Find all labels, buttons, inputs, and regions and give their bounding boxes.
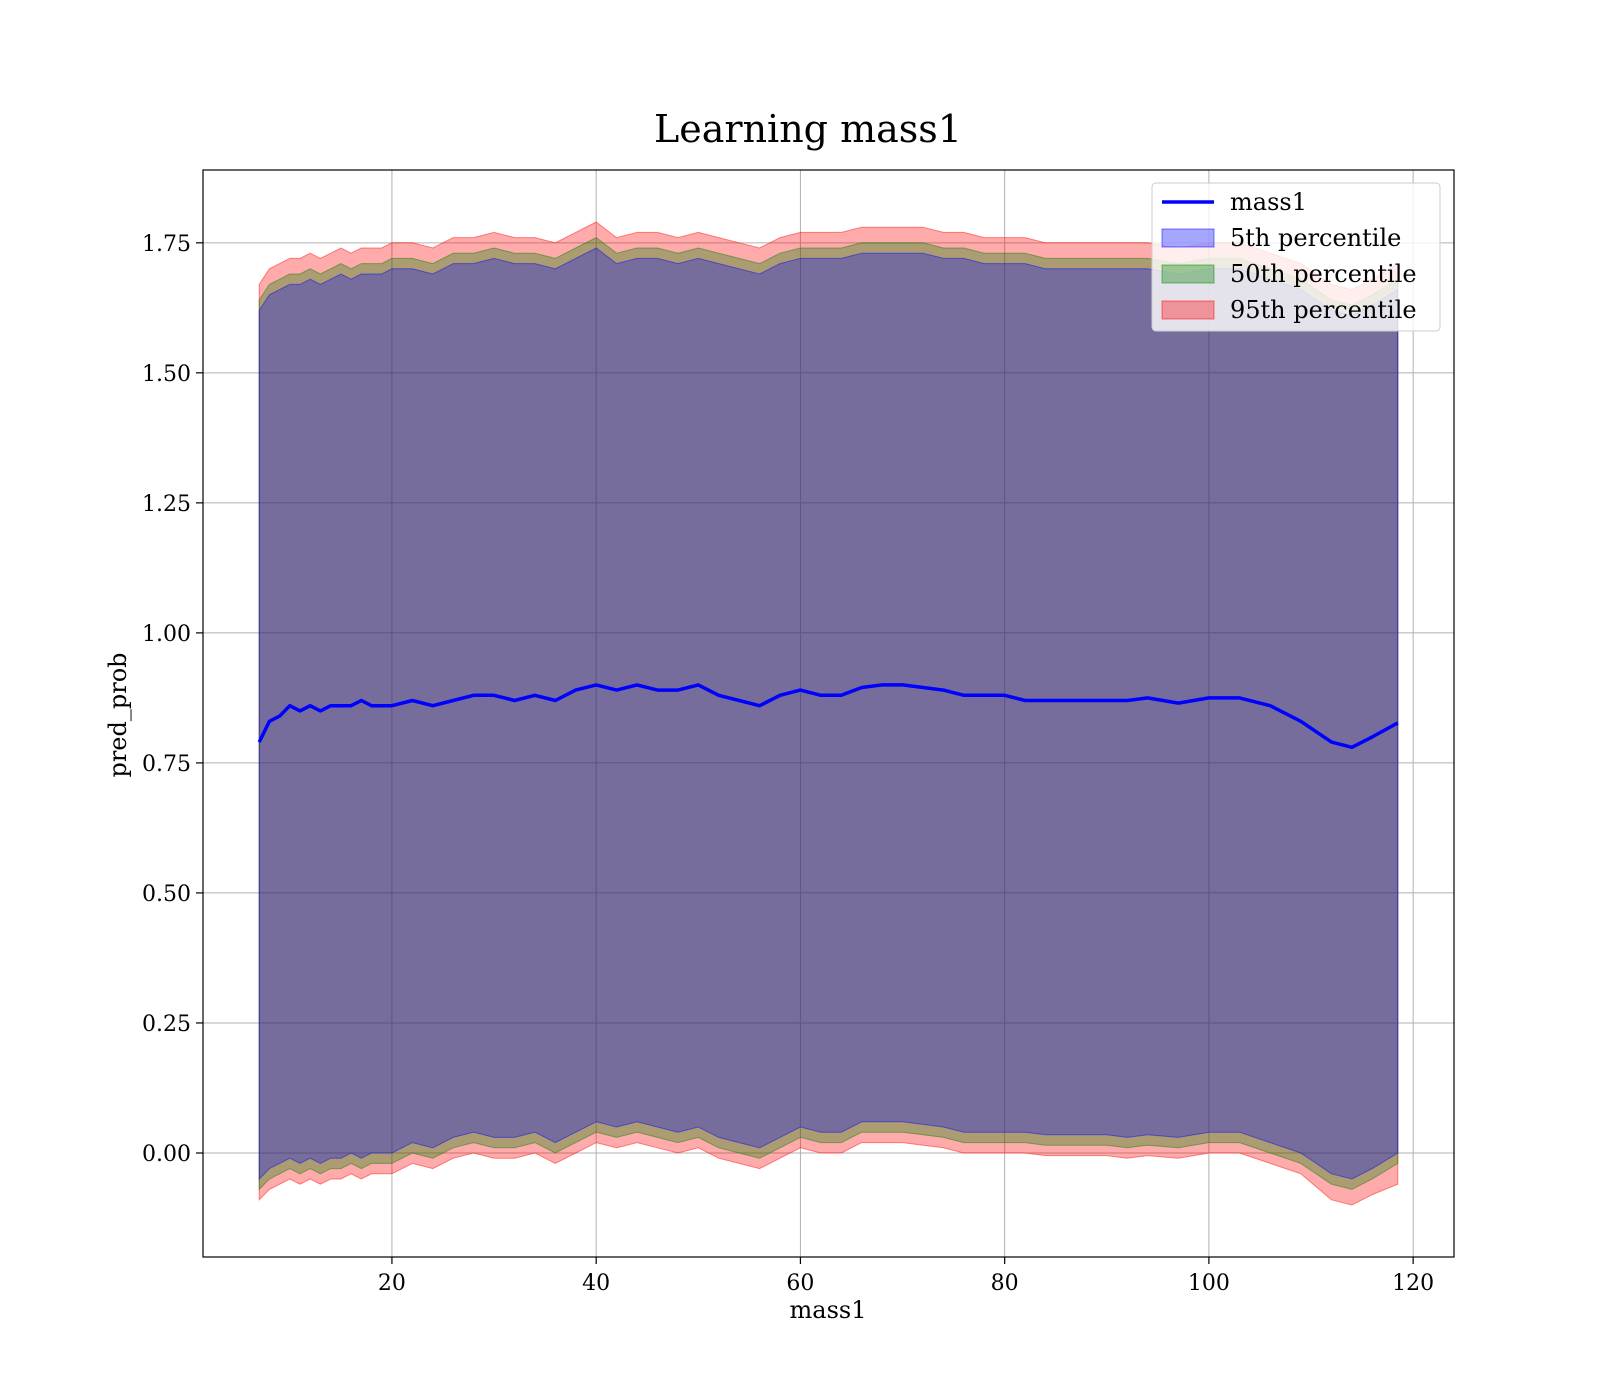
x-axis-label: mass1 — [790, 1296, 867, 1324]
chart-title: Learning mass1 — [654, 107, 962, 151]
legend-box — [1151, 182, 1441, 332]
legend-label-0: mass1 — [1230, 188, 1307, 216]
plot-frame — [202, 169, 1455, 1258]
y-tick-label-0: 0.00 — [142, 1142, 191, 1167]
legend-label-3: 95th percentile — [1230, 296, 1417, 324]
plot-area: 20 40 60 80 100 120 0.00 0.25 0.50 0.75 1.00 1.25 1.… — [142, 169, 1455, 1296]
legend-label-1: 5th percentile — [1230, 224, 1401, 252]
legend: mass1 5th percentile 50th percentile 95th p… — [1151, 182, 1441, 332]
legend-label-2: 50th percentile — [1230, 260, 1417, 288]
legend-swatch-2 — [1161, 264, 1215, 284]
x-tick-label-5: 120 — [1392, 1271, 1434, 1296]
band-5th-percentile — [258, 247, 1399, 1181]
grid-lines — [203, 170, 1454, 1257]
y-tick-label-5: 1.25 — [142, 492, 191, 517]
y-tick-label-6: 1.50 — [142, 362, 191, 387]
y-tick-label-2: 0.50 — [142, 882, 191, 907]
x-tick-label-2: 60 — [786, 1271, 814, 1296]
legend-swatch-1 — [1161, 228, 1215, 248]
y-tick-label-1: 0.25 — [142, 1012, 191, 1037]
x-tick-label-3: 80 — [991, 1271, 1019, 1296]
y-tick-label-7: 1.75 — [142, 232, 191, 257]
y-tick-label-3: 0.75 — [142, 752, 191, 777]
x-tick-label-0: 20 — [378, 1271, 406, 1296]
band-50th-percentile — [258, 237, 1399, 1191]
axis-ticks: 20 40 60 80 100 120 0.00 0.25 0.50 0.75 1.00 1.25 1.… — [142, 232, 1434, 1296]
x-tick-label-1: 40 — [582, 1271, 610, 1296]
band-95th-percentile — [258, 221, 1399, 1206]
y-axis-label: pred_prob — [104, 652, 132, 777]
x-tick-label-4: 100 — [1188, 1271, 1230, 1296]
series-line-mass1 — [257, 683, 1399, 750]
legend-swatch-3 — [1161, 300, 1215, 320]
y-tick-label-4: 1.00 — [142, 622, 191, 647]
